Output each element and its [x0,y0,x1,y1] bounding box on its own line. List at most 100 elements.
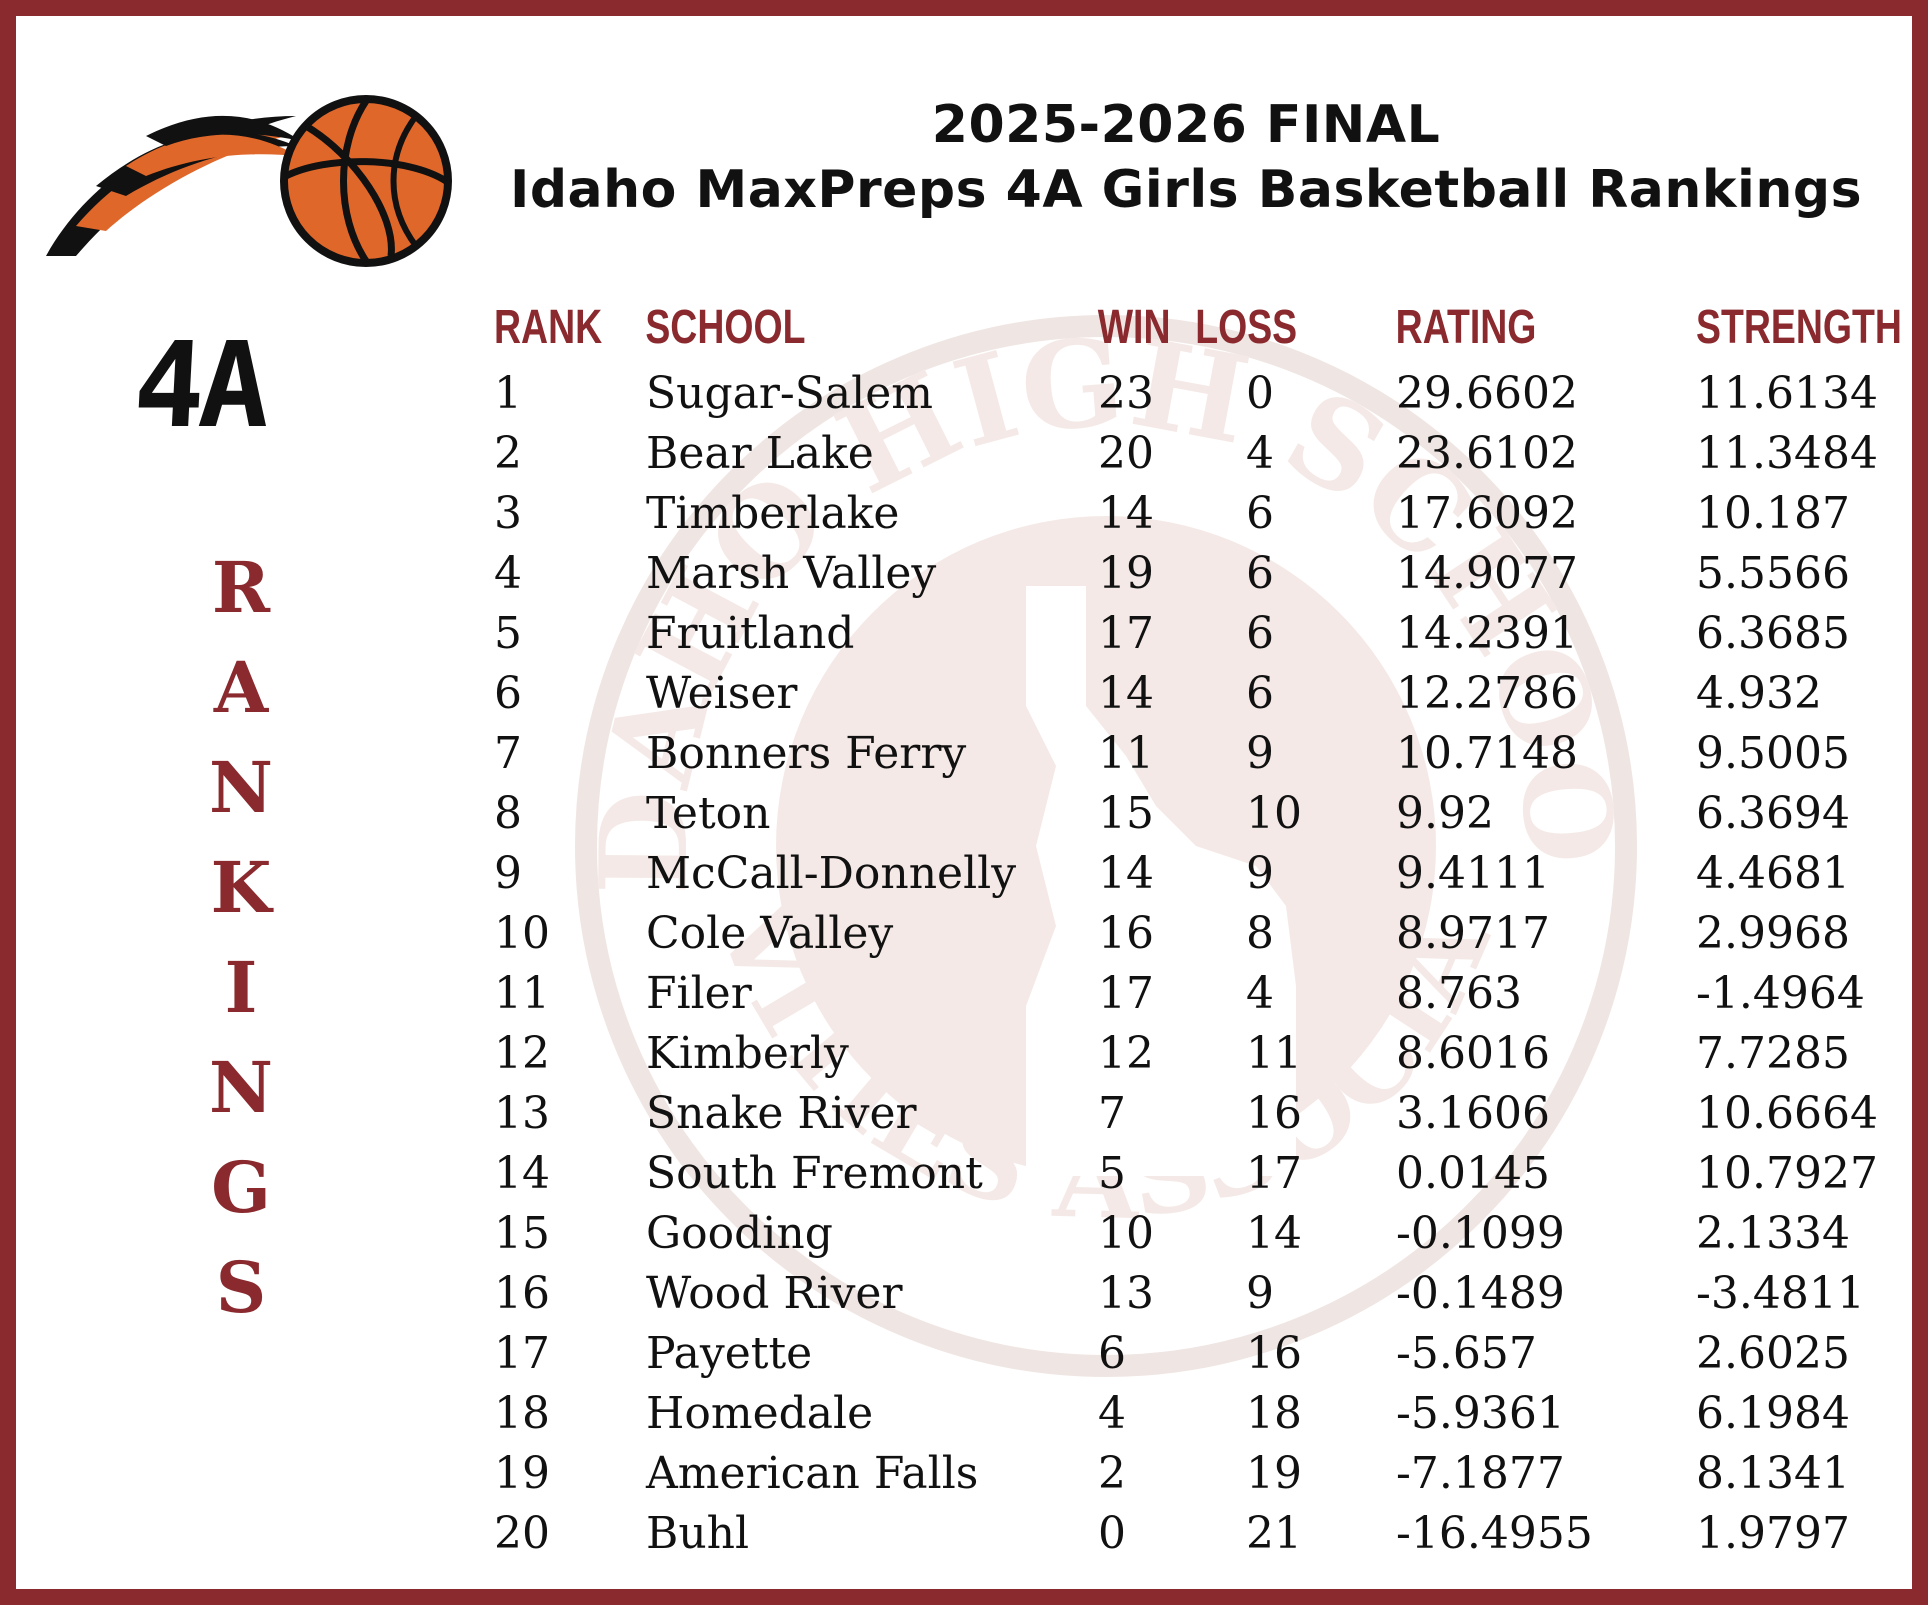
cell-win: 16 [1098,908,1154,959]
cell-win: 19 [1098,548,1154,599]
header-win: WIN [1097,301,1171,354]
table-row: 7 Bonners Ferry 11 9 10.7148 9.5005 [494,726,1894,786]
table-row: 14 South Fremont 5 17 0.0145 10.7927 [494,1146,1894,1206]
cell-strength: 2.9968 [1696,908,1850,959]
cell-rank: 1 [494,368,522,419]
cell-strength: 6.3685 [1696,608,1850,659]
cell-strength: 11.6134 [1696,368,1878,419]
cell-rating: 9.92 [1396,788,1494,839]
cell-school: Bonners Ferry [646,728,967,779]
cell-win: 23 [1098,368,1154,419]
classification-badge: 4A [130,316,268,454]
cell-win: 7 [1098,1088,1126,1139]
cell-win: 6 [1098,1328,1126,1379]
cell-rank: 15 [494,1208,550,1259]
cell-strength: 6.1984 [1696,1388,1850,1439]
cell-rating: 14.2391 [1396,608,1578,659]
cell-loss: 17 [1246,1148,1302,1199]
table-row: 16 Wood River 13 9 -0.1489 -3.4811 [494,1266,1894,1326]
cell-strength: 7.7285 [1696,1028,1850,1079]
cell-loss: 9 [1246,728,1274,779]
cell-rating: 29.6602 [1396,368,1578,419]
table-row: 19 American Falls 2 19 -7.1877 8.1341 [494,1446,1894,1506]
cell-rating: 8.763 [1396,968,1522,1019]
cell-strength: 10.7927 [1696,1148,1878,1199]
table-row: 13 Snake River 7 16 3.1606 10.6664 [494,1086,1894,1146]
cell-rank: 13 [494,1088,550,1139]
cell-strength: -1.4964 [1696,968,1865,1019]
cell-loss: 6 [1246,548,1274,599]
table-row: 15 Gooding 10 14 -0.1099 2.1334 [494,1206,1894,1266]
table-row: 11 Filer 17 4 8.763 -1.4964 [494,966,1894,1026]
vertical-letter: A [213,646,269,729]
header-school: SCHOOL [645,301,806,354]
cell-rating: -5.9361 [1396,1388,1565,1439]
cell-rating: 12.2786 [1396,668,1578,719]
cell-school: Gooding [646,1208,833,1259]
cell-school: Sugar-Salem [646,368,933,419]
cell-rating: 8.6016 [1396,1028,1550,1079]
cell-strength: 4.932 [1696,668,1822,719]
cell-school: Teton [646,788,771,839]
table-row: 4 Marsh Valley 19 6 14.9077 5.5566 [494,546,1894,606]
header-rank: RANK [494,301,603,354]
cell-loss: 14 [1246,1208,1302,1259]
cell-rank: 7 [494,728,522,779]
cell-strength: 1.9797 [1696,1508,1850,1559]
cell-rank: 5 [494,608,522,659]
cell-loss: 16 [1246,1088,1302,1139]
cell-rating: 17.6092 [1396,488,1578,539]
cell-strength: 11.3484 [1696,428,1878,479]
vertical-letter: G [211,1146,271,1229]
cell-win: 14 [1098,668,1154,719]
cell-win: 12 [1098,1028,1154,1079]
vertical-letter: I [224,946,258,1029]
cell-win: 15 [1098,788,1154,839]
header-loss: LOSS [1195,301,1298,354]
cell-school: Weiser [646,668,798,719]
cell-loss: 19 [1246,1448,1302,1499]
cell-win: 14 [1098,488,1154,539]
cell-win: 10 [1098,1208,1154,1259]
cell-win: 0 [1098,1508,1126,1559]
cell-loss: 4 [1246,428,1274,479]
table-row: 9 McCall-Donnelly 14 9 9.4111 4.4681 [494,846,1894,906]
cell-rating: 3.1606 [1396,1088,1550,1139]
cell-rating: 8.9717 [1396,908,1550,959]
cell-school: Cole Valley [646,908,894,959]
cell-school: Payette [646,1328,813,1379]
rankings-table: RANK SCHOOL WIN LOSS RATING STRENGTH 1 Su… [494,300,1902,1566]
cell-rating: -0.1489 [1396,1268,1565,1319]
cell-strength: 10.6664 [1696,1088,1878,1139]
table-row: 20 Buhl 0 21 -16.4955 1.9797 [494,1506,1894,1566]
cell-win: 4 [1098,1388,1126,1439]
table-row: 18 Homedale 4 18 -5.9361 6.1984 [494,1386,1894,1446]
title-line-2: Idaho MaxPreps 4A Girls Basketball Ranki… [509,160,1863,220]
cell-strength: 4.4681 [1696,848,1850,899]
cell-rank: 20 [494,1508,550,1559]
association-seal-watermark: IDAHO HIGH SCHOOL ACTIVITIES ASSOCIATION [556,286,1640,1377]
cell-rating: -7.1877 [1396,1448,1565,1499]
cell-strength: 2.1334 [1696,1208,1850,1259]
cell-loss: 6 [1246,608,1274,659]
cell-win: 13 [1098,1268,1154,1319]
cell-loss: 10 [1246,788,1302,839]
table-row: 1 Sugar-Salem 23 0 29.6602 11.6134 [494,366,1894,426]
cell-win: 20 [1098,428,1154,479]
table-row: 17 Payette 6 16 -5.657 2.6025 [494,1326,1894,1386]
cell-rank: 18 [494,1388,550,1439]
cell-school: Marsh Valley [646,548,937,599]
cell-school: Filer [646,968,752,1019]
vertical-letter: R [211,546,271,629]
cell-strength: 10.187 [1696,488,1850,539]
cell-school: Timberlake [646,488,900,539]
cell-strength: 2.6025 [1696,1328,1850,1379]
table-row: 6 Weiser 14 6 12.2786 4.932 [494,666,1894,726]
cell-school: Kimberly [646,1028,849,1079]
cell-loss: 11 [1246,1028,1302,1079]
vertical-rankings-label: R A N K I N G S [186,538,296,1338]
page-title: 2025-2026 FINAL Idaho MaxPreps 4A Girls … [486,94,1886,224]
cell-rank: 19 [494,1448,550,1499]
cell-rank: 3 [494,488,522,539]
